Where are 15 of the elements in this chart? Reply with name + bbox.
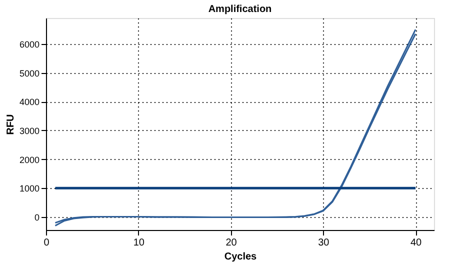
x-tick-label: 0	[44, 238, 50, 248]
y-tick-label: 0	[34, 212, 40, 223]
y-tick-label: 2000	[19, 154, 40, 165]
x-tick-label: 20	[226, 238, 238, 248]
y-tick-label: 5000	[19, 68, 40, 78]
x-axis-title: Cycles	[224, 252, 258, 262]
x-tick-label: 10	[133, 238, 145, 248]
y-axis-title: RFU	[5, 114, 16, 135]
y-tick-label: 1000	[19, 184, 40, 194]
y-tick-label: 6000	[19, 39, 40, 50]
x-tick-label: 30	[318, 238, 330, 248]
chart-title: Amplification	[208, 4, 272, 15]
y-tick-label: 3000	[19, 126, 40, 136]
y-tick-label: 4000	[19, 97, 40, 108]
x-tick-label: 40	[410, 238, 422, 248]
